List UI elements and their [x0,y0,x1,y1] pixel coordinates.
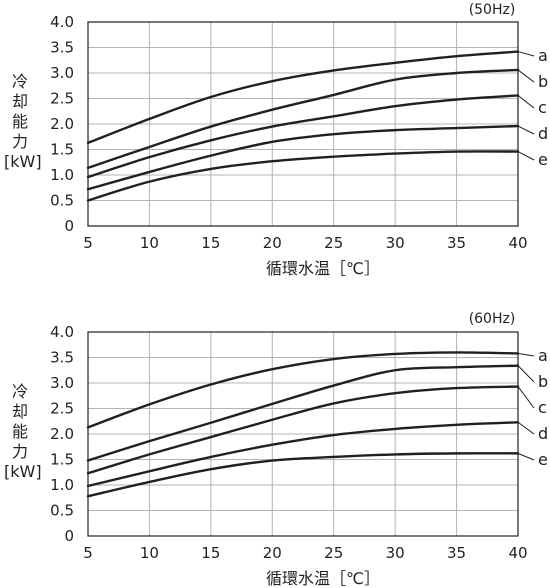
y-tick-label: 2.5 [50,400,74,418]
y-axis-label-part: [kW] [4,152,42,171]
series-line-c [86,385,520,475]
series-leader-c [517,386,535,409]
series-line-d [86,124,520,191]
series-leader-e [517,452,535,461]
series-label-b: b [538,372,548,391]
series-line-b [86,68,520,170]
y-tick-label: 3.0 [50,374,74,392]
x-tick-label: 40 [508,234,527,252]
x-tick-label: 15 [201,544,220,562]
plot-frame [87,331,519,537]
y-axis-label-part: 力 [12,132,28,151]
y-tick-label: 3.5 [50,39,74,57]
x-tick-label: 30 [386,234,405,252]
y-tick-label: 3.0 [50,64,74,82]
series-line-e [86,452,520,498]
y-tick-label: 0 [64,527,74,545]
plot-frame [87,21,519,227]
series-line-c [86,94,520,179]
series-label-d: d [538,424,548,443]
y-axis-label-part: 力 [12,442,28,461]
x-tick-label: 35 [447,544,466,562]
x-tick-label: 10 [140,544,159,562]
y-tick-label: 1.5 [50,451,74,469]
x-tick-label: 25 [324,234,343,252]
series-line-a [86,50,520,145]
series-label-b: b [538,72,548,91]
x-tick-label: 15 [201,234,220,252]
x-tick-label: 25 [324,544,343,562]
y-axis-label-part: 却 [12,402,28,421]
y-tick-label: 2.0 [50,115,74,133]
series-label-c: c [538,398,547,417]
series-label-d: d [538,124,548,143]
y-axis-label-part: 却 [12,92,28,111]
series-line-a [86,351,520,429]
y-tick-label: 1.0 [50,476,74,494]
series-leader-d [517,421,535,435]
series-leader-b [517,365,535,383]
y-tick-label: 3.5 [50,349,74,367]
series-leader-a [517,51,535,57]
y-tick-label: 0.5 [50,502,74,520]
chart-2: 5 10 15 20 25 30 35 40 0 0.5 1.0 1.5 2.0 2.5 3.0 3.5 4.0… [4,311,548,588]
x-tick-label: 20 [263,234,282,252]
series-line-d [86,421,520,488]
y-tick-label: 1.0 [50,166,74,184]
series-line-e [86,150,520,202]
series-line-b [86,364,520,462]
series-label-a: a [538,346,548,365]
x-tick-label: 5 [83,234,93,252]
y-axis-label-part: 能 [12,112,28,131]
y-axis-label: 冷却能力[kW] [4,72,42,171]
y-axis-label-part: 冷 [12,72,28,91]
series-label-c: c [538,98,547,117]
series-label-a: a [538,46,548,65]
y-tick-label: 2.0 [50,425,74,443]
series-leader-d [517,125,535,135]
y-tick-label: 0 [64,217,74,235]
x-tick-label: 5 [83,544,93,562]
x-axis-label: 循環水温［℃］ [266,569,380,588]
y-tick-label: 4.0 [50,323,74,341]
x-tick-label: 10 [140,234,159,252]
y-tick-label: 4.0 [50,13,74,31]
x-tick-label: 40 [508,544,527,562]
y-tick-label: 1.5 [50,141,74,159]
series-leader-c [517,95,535,109]
chart-title: (60Hz) [469,311,516,327]
series-label-e: e [538,450,548,469]
series-leader-e [517,151,535,161]
series-leader-a [517,352,535,357]
y-axis-label-part: [kW] [4,462,42,481]
series-label-e: e [538,150,548,169]
series-leader-b [517,69,535,83]
chart-1: 5 10 15 20 25 30 35 40 0 0.5 1.0 1.5 2.0 2.5 3.0 3.5 4.0… [4,2,548,278]
x-tick-label: 20 [263,544,282,562]
y-tick-label: 2.5 [50,90,74,108]
x-tick-label: 30 [386,544,405,562]
chart-title: (50Hz) [469,2,516,18]
y-axis-label-part: 冷 [12,382,28,401]
x-axis-label: 循環水温［℃］ [266,259,380,278]
y-tick-label: 0.5 [50,192,74,210]
y-axis-label-part: 能 [12,422,28,441]
x-tick-label: 35 [447,234,466,252]
y-axis-label: 冷却能力[kW] [4,382,42,481]
